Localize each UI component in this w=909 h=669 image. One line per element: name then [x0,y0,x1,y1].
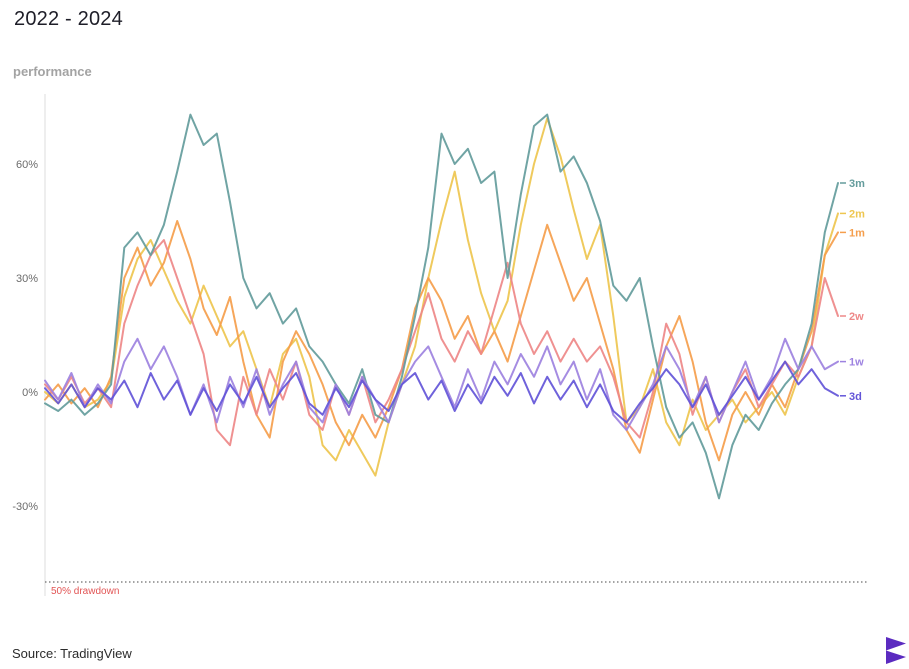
brand-logo [886,637,906,664]
logo-lower-triangle [886,650,906,664]
svg-text:30%: 30% [16,273,38,285]
svg-text:0%: 0% [22,387,38,399]
svg-text:3m: 3m [849,178,865,190]
source-credit: Source: TradingView [12,646,132,661]
chart-area: 60% 30% 0% -30% 50% drawdown 3m 2m 1m 2w 1w 3d [0,86,909,623]
logo-upper-triangle [886,637,906,651]
svg-text:2w: 2w [849,311,864,323]
page-title: 2022 - 2024 [14,8,123,30]
svg-text:3d: 3d [849,391,862,403]
svg-text:50% drawdown: 50% drawdown [51,586,119,597]
svg-text:1w: 1w [849,357,864,369]
svg-text:2m: 2m [849,208,865,220]
performance-chart: 60% 30% 0% -30% 50% drawdown 3m 2m 1m 2w 1w 3d [12,94,868,597]
svg-text:1m: 1m [849,227,865,239]
y-axis-title: performance [13,64,92,79]
svg-text:-30%: -30% [12,501,38,513]
svg-text:60%: 60% [16,159,38,171]
